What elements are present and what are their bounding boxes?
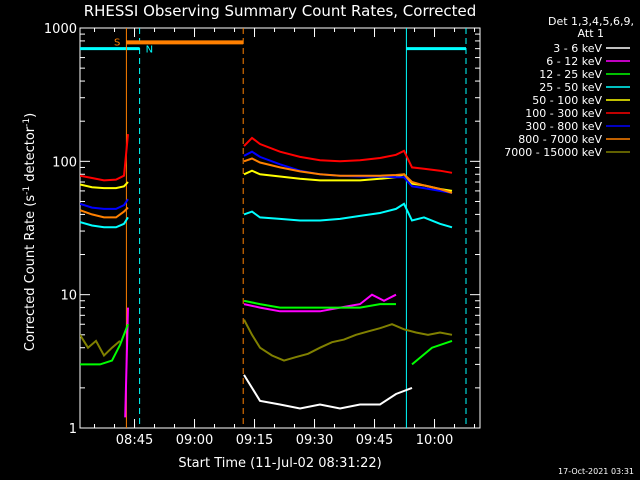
- series-group: [80, 134, 453, 418]
- series-line-6: [243, 136, 453, 174]
- x-axis-label: Start Time (11-Jul-02 08:31:22): [178, 456, 381, 471]
- legend-label: 50 - 100 keV: [532, 94, 602, 107]
- x-tick-label: 09:30: [296, 433, 333, 448]
- legend-label: 6 - 12 keV: [546, 55, 602, 68]
- series-line-4: [243, 202, 453, 229]
- plot-layer: 1000 100 10 1 08:45 09:00 09:15 09:30 09:45 10:00…: [44, 22, 630, 448]
- night-label: N: [146, 45, 153, 56]
- legend-label: 7000 - 15000 keV: [504, 146, 602, 159]
- series-line-5: [80, 181, 129, 190]
- series-line-4: [80, 216, 129, 229]
- series-line-9: [80, 334, 121, 358]
- y-axis-label: Corrected Count Rate (s-1 detector-1): [22, 113, 38, 351]
- y-tick-label: 100: [52, 155, 77, 170]
- legend-label: 12 - 25 keV: [539, 68, 602, 81]
- x-tick-label: 09:45: [356, 433, 393, 448]
- x-tick-label: 09:00: [176, 433, 213, 448]
- legend-label: 800 - 7000 keV: [518, 133, 602, 146]
- y-tick-label: 1000: [44, 22, 77, 37]
- series-line-2: [243, 293, 397, 313]
- legend-label: 25 - 50 keV: [539, 81, 602, 94]
- legend-label: 300 - 800 keV: [525, 120, 602, 133]
- timestamp: 17-Oct-2021 03:31: [558, 467, 634, 476]
- x-tick-label: 09:15: [236, 433, 273, 448]
- x-tick-label: 08:45: [116, 433, 153, 448]
- series-line-9: [243, 319, 453, 362]
- series-line-7: [243, 150, 453, 194]
- legend-label: 3 - 6 keV: [553, 42, 602, 55]
- series-line-3: [411, 339, 453, 366]
- y-tick-label: 1: [69, 422, 77, 437]
- series-line-3: [80, 323, 129, 366]
- series-line-6: [80, 134, 129, 182]
- x-tick-label: 10:00: [416, 433, 453, 448]
- series-line-8: [243, 157, 453, 194]
- series-line-8: [80, 206, 129, 219]
- series-line-1: [243, 374, 413, 410]
- plot-frame: [79, 27, 481, 429]
- legend-header: Det 1,3,4,5,6,9,: [548, 15, 634, 28]
- saa-label: S: [114, 37, 120, 48]
- legend-header-attenuator: Att 1: [578, 27, 604, 40]
- series-line-3: [243, 299, 396, 309]
- series-line-7: [80, 198, 129, 210]
- legend-label: 100 - 300 keV: [525, 107, 602, 120]
- chart-title: RHESSI Observing Summary Count Rates, Co…: [84, 2, 477, 20]
- y-tick-label: 10: [60, 289, 77, 304]
